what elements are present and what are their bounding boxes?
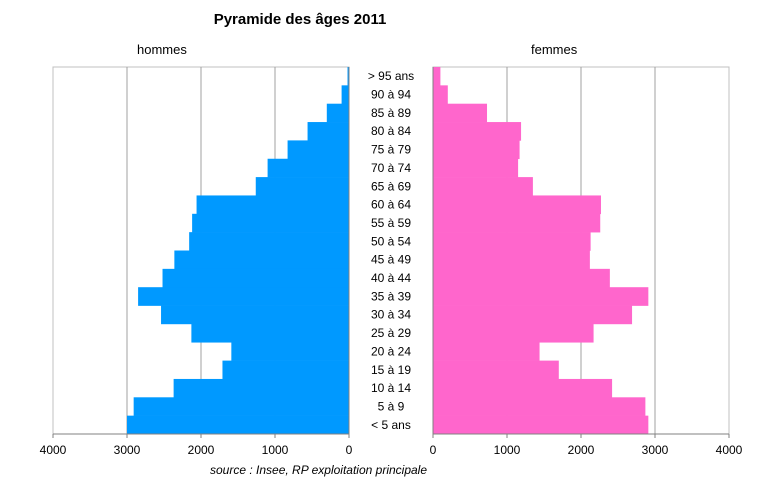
women-bar [433,323,594,343]
women-bar [433,342,540,361]
age-group-label: 75 à 79 [371,143,411,157]
right-tick-label: 4000 [716,443,743,457]
age-group-label: 50 à 54 [371,234,411,248]
age-group-label: 5 à 9 [378,399,405,413]
men-bar [174,250,349,270]
age-group-label: 30 à 34 [371,308,411,322]
men-bar [133,397,349,416]
right-tick-label: 1000 [494,443,521,457]
age-group-label: 70 à 74 [371,161,411,175]
right-tick-label: 3000 [642,443,669,457]
left-tick-label: 3000 [114,443,141,457]
men-bar [341,85,349,104]
women-bar [433,232,591,251]
age-group-label: 55 à 59 [371,216,411,230]
men-bar [287,140,349,160]
women-bar [433,305,633,325]
women-bar [433,268,610,288]
age-group-label: < 5 ans [371,418,411,432]
age-group-label: 25 à 29 [371,326,411,340]
women-bar [433,122,522,141]
women-bar [433,378,613,398]
men-bar [307,122,349,141]
women-bar [433,67,441,86]
men-bar [231,342,349,361]
men-bar [138,287,349,306]
women-bar [433,140,520,160]
age-group-label: 20 à 24 [371,344,411,358]
men-bar [222,360,349,380]
left-tick-label: 1000 [262,443,289,457]
men-bar [326,103,349,123]
men-bar [191,323,349,343]
women-bar [433,158,519,178]
women-bar [433,195,601,215]
age-group-label: > 95 ans [368,69,414,83]
left-tick-label: 0 [346,443,353,457]
women-series-label: femmes [531,42,578,57]
age-group-label: 60 à 64 [371,198,411,212]
men-series-label: hommes [137,42,187,57]
men-bar [162,268,349,288]
age-group-label: 80 à 84 [371,124,411,138]
men-bar [161,305,349,325]
age-group-label: 65 à 69 [371,179,411,193]
age-group-label: 45 à 49 [371,253,411,267]
men-bar [127,415,349,435]
men-bar [173,378,349,398]
age-group-label: 15 à 19 [371,363,411,377]
chart-title: Pyramide des âges 2011 [213,11,387,28]
women-bar [433,177,533,196]
men-bar [192,213,349,233]
women-bar [433,360,559,380]
age-group-label: 85 à 89 [371,106,411,120]
source-note: source : Insee, RP exploitation principa… [210,463,428,477]
women-bar [433,250,590,270]
women-bar [433,397,646,416]
men-bar [189,232,349,251]
women-bar [433,85,448,104]
women-bar [433,213,601,233]
women-bar [433,103,488,123]
left-tick-label: 4000 [40,443,67,457]
right-tick-label: 0 [430,443,437,457]
women-bar [433,415,649,435]
men-bar [255,177,349,196]
age-group-label: 10 à 14 [371,381,411,395]
men-bar [347,67,349,86]
age-group-label: 90 à 94 [371,88,411,102]
men-bar [267,158,349,178]
age-group-label: 40 à 44 [371,271,411,285]
men-bar [196,195,349,215]
women-bar [433,287,649,306]
left-tick-label: 2000 [188,443,215,457]
right-tick-label: 2000 [568,443,595,457]
age-group-label: 35 à 39 [371,289,411,303]
